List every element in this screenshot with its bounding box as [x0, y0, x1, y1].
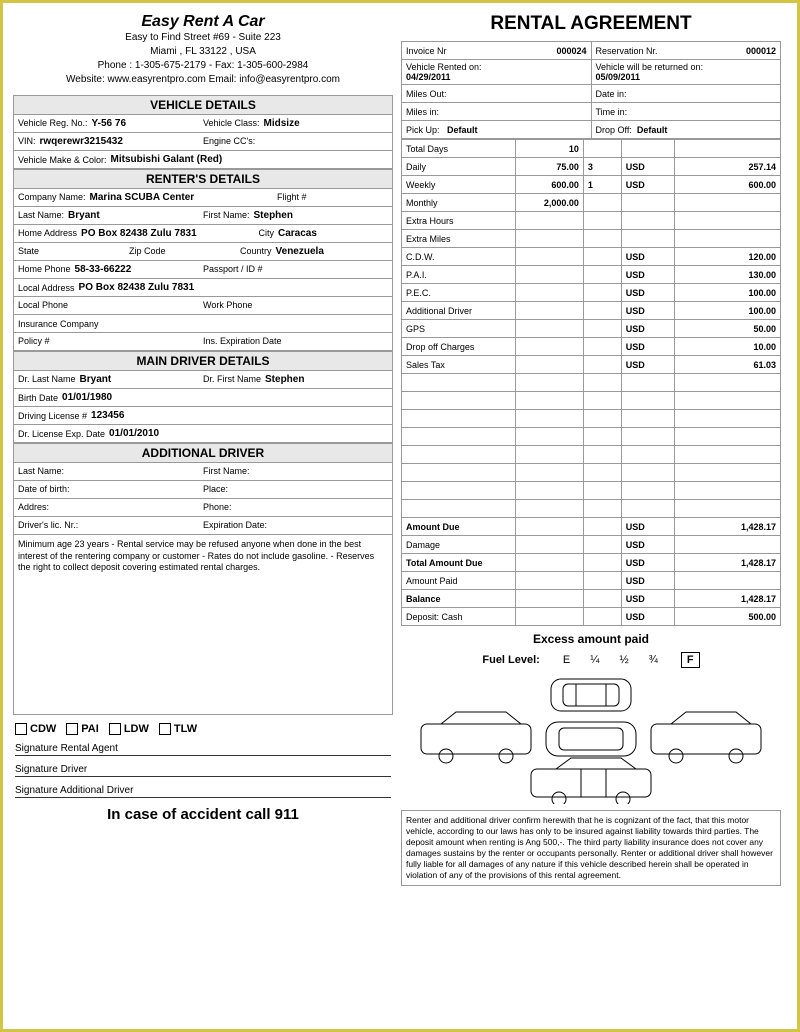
renter-country: Venezuela [276, 246, 324, 257]
renter-state-row: State Zip Code CountryVenezuela [13, 243, 393, 261]
balance: 1,428.17 [674, 590, 780, 608]
company-header: Easy Rent A Car Easy to Find Street #69 … [13, 13, 393, 87]
driver-name-row: Dr. Last NameBryant Dr. First NameStephe… [13, 371, 393, 389]
dropoff: Default [637, 125, 668, 135]
company-phone: Phone : 1-305-675-2179 - Fax: 1-305-600-… [13, 59, 393, 73]
sig-agent: Signature Rental Agent [15, 743, 391, 756]
amount-due: 1,428.17 [674, 518, 780, 536]
driver-lic-row: Driving License #123456 [13, 407, 393, 425]
company-addr: Easy to Find Street #69 - Suite 223 [13, 31, 393, 45]
sig-driver: Signature Driver [15, 764, 391, 777]
renter-lphone-row: Local Phone Work Phone [13, 297, 393, 315]
driver-first: Stephen [265, 374, 304, 385]
pai-checkbox[interactable]: PAI [66, 723, 99, 735]
terms-text: Minimum age 23 years - Rental service ma… [13, 535, 393, 715]
left-panel: Easy Rent A Car Easy to Find Street #69 … [13, 13, 393, 1019]
rates-grid: Total Days10 Daily75.003USD257.14 Weekly… [401, 139, 781, 626]
addl-lic-row: Driver's lic. Nr.: Expiration Date: [13, 517, 393, 535]
renter-policy-row: Policy # Ins. Expiration Date [13, 333, 393, 351]
return-date: 05/09/2011 [596, 72, 641, 82]
renter-ins-row: Insurance Company [13, 315, 393, 333]
addl-header: ADDITIONAL DRIVER [13, 443, 393, 463]
header-grid: Invoice Nr 000024Reservation Nr. 000012 … [401, 41, 781, 139]
tlw-checkbox[interactable]: TLW [159, 723, 197, 735]
vehicle-reg-row: Vehicle Reg. No.:Y-56 76 Vehicle Class:M… [13, 115, 393, 133]
accident-text: In case of accident call 911 [13, 806, 393, 823]
vehicle-vin-row: VIN:rwqerewr3215432 Engine CC's: [13, 133, 393, 151]
rented-date: 04/29/2011 [406, 72, 451, 82]
renter-header: RENTER'S DETAILS [13, 169, 393, 189]
renter-city: Caracas [278, 228, 317, 239]
driver-birth-row: Birth Date01/01/1980 [13, 389, 393, 407]
driver-header: MAIN DRIVER DETAILS [13, 351, 393, 371]
renter-company: Marina SCUBA Center [90, 192, 195, 203]
coverage-checkboxes: CDW PAI LDW TLW [15, 723, 391, 735]
ldw-checkbox[interactable]: LDW [109, 723, 149, 735]
driver-licexp-row: Dr. License Exp. Date01/01/2010 [13, 425, 393, 443]
cdw-checkbox[interactable]: CDW [15, 723, 56, 735]
vehicle-reg: Y-56 76 [92, 118, 126, 129]
renter-first: Stephen [254, 210, 293, 221]
vehicle-header: VEHICLE DETAILS [13, 95, 393, 115]
company-city: Miami , FL 33122 , USA [13, 45, 393, 59]
res-nr: 000012 [746, 46, 776, 56]
renter-company-row: Company Name:Marina SCUBA Center Flight … [13, 189, 393, 207]
car-diagram [401, 674, 781, 804]
renter-hphone-row: Home Phone58-33-66222 Passport / ID # [13, 261, 393, 279]
total-days: 10 [515, 140, 583, 158]
renter-laddr: PO Box 82438 Zulu 7831 [79, 282, 195, 293]
vehicle-vin: rwqerewr3215432 [40, 136, 123, 147]
driver-licexp: 01/01/2010 [109, 428, 159, 439]
vehicle-class: Midsize [264, 118, 300, 129]
company-web: Website: www.easyrentpro.com Email: info… [13, 73, 393, 87]
driver-birth: 01/01/1980 [62, 392, 112, 403]
invoice-nr: 000024 [556, 46, 586, 56]
doc-title: RENTAL AGREEMENT [401, 13, 781, 35]
driver-last: Bryant [80, 374, 112, 385]
renter-addr: PO Box 82438 Zulu 7831 [81, 228, 197, 239]
deposit: 500.00 [674, 608, 780, 626]
renter-last: Bryant [68, 210, 100, 221]
right-panel: RENTAL AGREEMENT Invoice Nr 000024Reserv… [401, 13, 781, 1019]
addl-addr-row: Addres: Phone: [13, 499, 393, 517]
renter-name-row: Last Name:Bryant First Name:Stephen [13, 207, 393, 225]
excess-label: Excess amount paid [401, 632, 781, 646]
renter-addr-row: Home AddressPO Box 82438 Zulu 7831 CityC… [13, 225, 393, 243]
vehicle-make-row: Vehicle Make & Color:Mitsubishi Galant (… [13, 151, 393, 169]
driver-lic: 123456 [91, 410, 124, 421]
renter-laddr-row: Local AddressPO Box 82438 Zulu 7831 [13, 279, 393, 297]
vehicle-make: Mitsubishi Galant (Red) [111, 154, 223, 165]
pickup: Default [447, 125, 478, 135]
sig-addl: Signature Additional Driver [15, 785, 391, 798]
addl-birth-row: Date of birth: Place: [13, 481, 393, 499]
company-name: Easy Rent A Car [13, 13, 393, 31]
renter-hphone: 58-33-66222 [75, 264, 132, 275]
total-amount-due: 1,428.17 [674, 554, 780, 572]
addl-name-row: Last Name: First Name: [13, 463, 393, 481]
disclaimer: Renter and additional driver confirm her… [401, 810, 781, 886]
car-icon [411, 674, 771, 804]
fuel-gauge: Fuel Level: E¼½¾ F [401, 652, 781, 668]
